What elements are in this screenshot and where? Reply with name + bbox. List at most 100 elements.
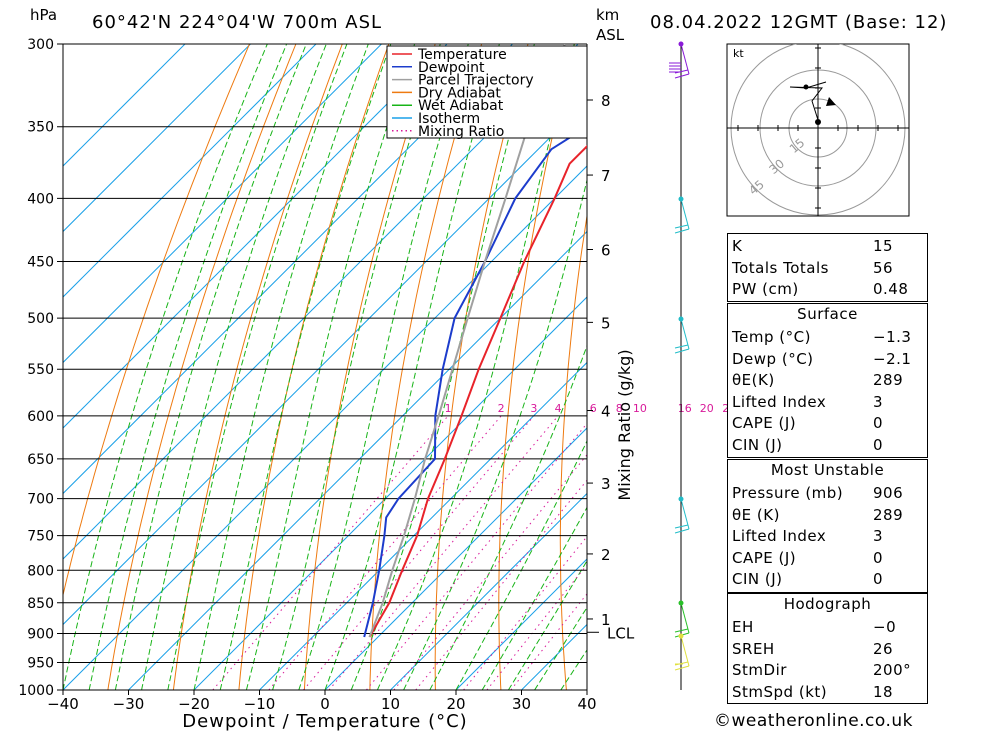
index-value: 0 [873, 548, 884, 567]
pressure-unit-label: hPa [30, 6, 57, 24]
pressure-tick-label: 400 [27, 191, 54, 207]
index-row: Lifted Index 3 [728, 392, 927, 413]
mixing-ratio-label: 16 [678, 402, 692, 415]
index-row: CAPE (J) 0 [728, 548, 927, 569]
mixing-ratio-line [366, 422, 587, 690]
index-key: CIN (J) [732, 435, 783, 454]
wet-adiabat-line [455, 439, 587, 690]
pressure-tick-label: 600 [27, 409, 54, 425]
credit-link[interactable]: ©weatheronline.co.uk [714, 711, 914, 731]
index-row: CIN (J) 0 [728, 569, 927, 590]
x-tick-label: 20 [446, 695, 465, 713]
wind-barb-shaft [680, 43, 690, 75]
mixing-ratio-label: 10 [633, 402, 647, 415]
isotherm-line [63, 44, 251, 233]
wet-adiabat-line [245, 44, 416, 690]
index-key: CIN (J) [732, 570, 783, 588]
index-row: Temp (°C) −1.3 [728, 327, 927, 348]
wind-barb-feather [674, 528, 690, 534]
pressure-tick-label: 850 [27, 596, 54, 612]
km-tick-label: 7 [601, 167, 611, 185]
isotherm-line [63, 44, 186, 167]
index-row: PW (cm) 0.48 [728, 279, 927, 300]
dry-adiabat-line [991, 44, 1000, 690]
isotherm-line [324, 427, 587, 690]
pressure-tick-label: 650 [27, 452, 54, 468]
index-value: 56 [873, 258, 894, 277]
x-axis-label: Dewpoint / Temperature (°C) [182, 711, 467, 732]
wind-barb-feather [674, 228, 690, 234]
wind-barb-feather [674, 628, 689, 633]
index-row: Totals Totals 56 [728, 258, 927, 279]
index-key: K [732, 237, 743, 255]
pressure-tick-label: 350 [27, 120, 54, 136]
index-value: 3 [873, 527, 884, 545]
km-tick-label: 8 [601, 92, 611, 110]
wind-barb-feather [674, 665, 690, 671]
pressure-tick-label: 1000 [18, 683, 54, 699]
pressure-tick-label: 900 [27, 626, 54, 642]
wet-adiabat-line [324, 44, 500, 690]
wet-adiabat-line [63, 44, 268, 690]
index-value: 906 [873, 484, 904, 502]
x-tick-label: −10 [244, 695, 276, 713]
isotherm-line [63, 44, 513, 495]
wind-barb-shaft [680, 635, 690, 667]
wind-barb-feather [674, 224, 689, 229]
wind-profile [669, 41, 690, 690]
index-key: Totals Totals [732, 258, 829, 277]
legend-label: Temperature [417, 47, 507, 63]
legend-label: Dewpoint [418, 60, 485, 76]
x-tick-label: −20 [178, 695, 210, 713]
x-tick-label: 30 [512, 695, 531, 713]
legend-box [386, 45, 588, 139]
km-tick-label: 6 [601, 241, 611, 259]
km-tick-label: 2 [601, 546, 611, 564]
dry-adiabat-line [678, 44, 714, 690]
datetime-title: 08.04.2022 12GMT (Base: 12) [650, 12, 947, 33]
hodograph-storm-dot [815, 119, 821, 125]
isotherm-line [455, 558, 587, 690]
legend-label: Isotherm [418, 111, 480, 127]
index-key: Temp (°C) [732, 328, 811, 346]
most-unstable-title: Most Unstable [770, 461, 885, 479]
km-tick-label: 3 [601, 475, 611, 493]
index-value: 18 [873, 682, 894, 701]
index-value: 0 [873, 435, 884, 454]
isotherm-line [63, 44, 382, 364]
lcl-label: LCL [607, 624, 635, 642]
hodograph-indices-box: Hodograph EH −0 SREH 26 StmDir 200° StmSpd (kt… [727, 593, 928, 704]
legend-label: Dry Adiabat [418, 85, 501, 101]
dry-adiabat-line [942, 44, 1000, 690]
surface-title: Surface [797, 305, 858, 323]
wind-barb-shaft [680, 198, 690, 230]
isotherm-line [63, 44, 317, 298]
index-key: Lifted Index [732, 392, 827, 411]
isotherm-line [390, 492, 587, 690]
wind-barb-feather [674, 73, 690, 79]
wind-barb-shaft [680, 602, 690, 634]
index-key: θE(K) [732, 371, 775, 389]
index-key: StmDir [732, 661, 787, 679]
index-row: θE(K) 289 [728, 370, 927, 391]
x-tick-label: 40 [577, 695, 596, 713]
surface-box: Surface Temp (°C) −1.3 Dewp (°C) −2.1 θE(K) 2… [727, 303, 928, 458]
wet-adiabat-line [219, 44, 392, 690]
index-row: Pressure (mb) 906 [728, 483, 927, 504]
index-row: K 15 [728, 236, 927, 257]
km-tick-label: 4 [601, 403, 611, 421]
x-tick-label: 0 [320, 695, 330, 713]
mixing-ratio-label: 3 [530, 402, 537, 415]
pressure-tick-label: 800 [27, 563, 54, 579]
hodograph-point [803, 84, 809, 90]
isotherm-line [63, 44, 448, 429]
pressure-tick-label: 950 [27, 655, 54, 671]
isotherm-line [63, 165, 587, 690]
index-row: StmSpd (kt) 18 [728, 682, 927, 703]
index-value: −2.1 [873, 349, 912, 368]
index-key: SREH [732, 639, 775, 658]
index-value: 289 [873, 505, 904, 524]
dry-adiabat-line [238, 44, 390, 690]
mixing-ratio-line [486, 563, 587, 690]
